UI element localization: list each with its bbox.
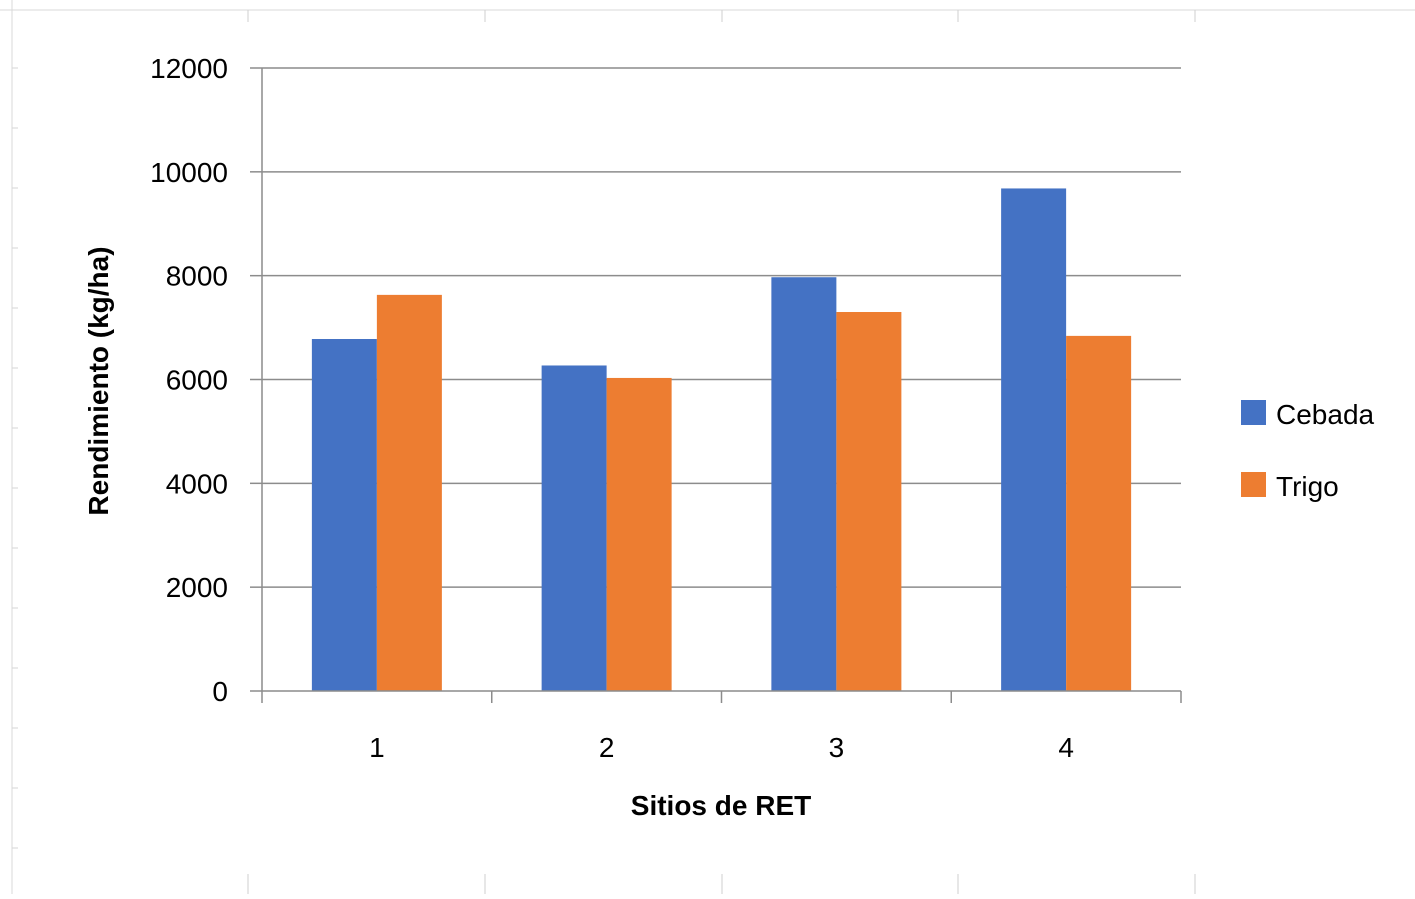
legend-swatch-cebada (1241, 400, 1266, 425)
y-tick-label: 6000 (166, 365, 228, 396)
bar-trigo-4 (1066, 335, 1132, 691)
bars (311, 188, 1132, 692)
y-tick-labels: 0 2000 4000 6000 8000 10000 12000 (150, 53, 228, 707)
x-tick-labels: 1 2 3 4 (369, 732, 1074, 763)
x-tick-label: 2 (599, 732, 615, 763)
y-tick-label: 0 (212, 676, 228, 707)
x-tick-label: 1 (369, 732, 385, 763)
x-axis-title: Sitios de RET (631, 790, 811, 821)
y-axis-title: Rendimiento (kg/ha) (83, 246, 114, 515)
bar-cebada-1 (311, 339, 377, 691)
bar-trigo-1 (376, 294, 442, 691)
bar-trigo-2 (606, 377, 672, 691)
bar-cebada-4 (1001, 188, 1067, 692)
x-tick-label: 4 (1058, 732, 1074, 763)
bar-cebada-3 (771, 277, 837, 691)
legend-label-trigo: Trigo (1276, 471, 1339, 502)
y-tick-label: 10000 (150, 157, 228, 188)
y-tick-label: 4000 (166, 468, 228, 499)
bar-trigo-3 (836, 312, 902, 691)
legend-swatch-trigo (1241, 472, 1266, 497)
legend: Cebada Trigo (1241, 399, 1375, 502)
y-tick-label: 2000 (166, 572, 228, 603)
y-tick-label: 8000 (166, 261, 228, 292)
y-tick-label: 12000 (150, 53, 228, 84)
bar-cebada-2 (541, 365, 607, 691)
legend-label-cebada: Cebada (1276, 399, 1375, 430)
axes (261, 68, 1182, 703)
x-tick-label: 3 (829, 732, 845, 763)
